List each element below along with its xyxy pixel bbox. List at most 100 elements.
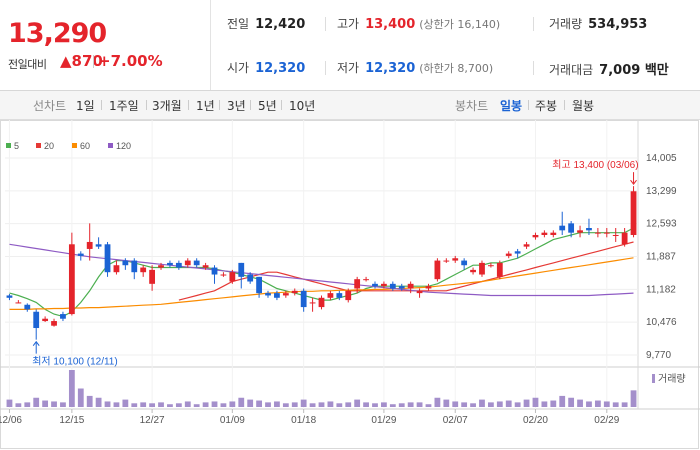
period-5y[interactable]: 5년	[258, 99, 277, 113]
candle-body	[300, 290, 307, 308]
volume-bar	[274, 401, 280, 407]
x-tick-label: 12/27	[140, 415, 165, 426]
volume-bar	[318, 402, 325, 407]
chart-frame	[0, 120, 699, 449]
candle-body	[104, 244, 111, 273]
stat-volume: 거래량 534,953	[549, 15, 647, 32]
volume-bar	[86, 395, 93, 407]
candle-body	[550, 232, 557, 235]
volume-bar	[550, 400, 557, 407]
stock-chart[interactable]: 14,005 13,299 12,593 11,887 11,182 10,476 9,77…	[0, 120, 700, 450]
stat-high: 고가 13,400 (상한가 16,140)	[337, 15, 500, 32]
divider	[281, 100, 282, 110]
volume-bar	[505, 400, 512, 407]
candle-body	[425, 286, 432, 289]
candle-body	[603, 232, 610, 234]
volume-bar	[158, 402, 164, 407]
candle-body	[541, 232, 548, 235]
volume-bar	[398, 403, 405, 407]
stat-label: 고가	[337, 17, 360, 31]
candle-body	[202, 265, 209, 268]
candle-body	[274, 293, 280, 298]
candle-body	[354, 279, 361, 289]
volume-bar	[603, 401, 610, 407]
volume-bar	[568, 397, 575, 407]
candle-body	[149, 269, 156, 284]
y-tick-label: 10,476	[646, 317, 677, 328]
low-annotation: 최저 10,100 (12/11)	[32, 356, 118, 368]
x-tick-label: 01/09	[220, 415, 245, 426]
volume-bar	[33, 397, 40, 407]
period-3m[interactable]: 3개월	[152, 99, 182, 113]
volume-bar	[416, 402, 423, 407]
period-10y[interactable]: 10년	[289, 99, 316, 113]
volume-bar	[300, 399, 307, 407]
candle-body	[630, 191, 637, 235]
divider	[528, 100, 529, 110]
candle-body	[577, 230, 583, 233]
legend-label: 5	[14, 141, 19, 151]
volume-bar	[265, 402, 271, 407]
candle-body	[487, 265, 494, 267]
stat-label: 거래량	[549, 17, 583, 31]
volume-bar	[621, 402, 628, 407]
candle-body	[479, 262, 485, 275]
period-1y[interactable]: 1년	[196, 99, 215, 113]
volume-bar	[612, 402, 619, 407]
candle-body	[247, 274, 254, 282]
volume-bar	[131, 403, 138, 407]
quote-header: 13,290 전일대비 ▲870 +7.00% 전일 12,420 고가 13,40…	[0, 0, 700, 91]
candle-body	[113, 265, 120, 273]
volume-bar	[407, 402, 414, 407]
volume-bar	[309, 403, 316, 407]
stat-value: 7,009 백만	[599, 63, 669, 78]
volume-bar	[104, 401, 111, 407]
candle-body	[6, 295, 13, 298]
ma-line-120	[9, 243, 634, 297]
volume-bar	[6, 399, 13, 407]
volume-bar	[514, 402, 521, 407]
divider	[325, 61, 326, 75]
change-value: ▲870	[60, 52, 103, 70]
candle-body	[33, 311, 40, 329]
volume-bar	[175, 403, 182, 407]
volume-bar	[24, 402, 31, 407]
candle-body	[86, 241, 93, 249]
volume-bar	[434, 397, 441, 407]
x-tick-label: 12/06	[0, 415, 22, 426]
period-1d[interactable]: 1일	[76, 99, 95, 113]
period-3y[interactable]: 3년	[227, 99, 246, 113]
x-tick-label: 01/18	[291, 415, 316, 426]
x-tick-label: 02/07	[443, 415, 468, 426]
candle-weekly[interactable]: 주봉	[535, 99, 558, 113]
volume-bar	[247, 399, 254, 407]
candle-body	[238, 262, 245, 277]
legend-swatch	[6, 143, 11, 148]
volume-label: 거래량	[658, 373, 686, 385]
volume-bar	[211, 401, 218, 407]
candle-body	[309, 302, 316, 304]
ma-line-60	[9, 257, 634, 310]
current-price: 13,290	[8, 18, 107, 49]
volume-bar	[443, 399, 450, 407]
candle-body	[131, 260, 138, 273]
volume-bar	[479, 399, 485, 407]
line-chart-label: 선차트	[33, 99, 67, 113]
period-1w[interactable]: 1주일	[109, 99, 139, 113]
candle-daily[interactable]: 일봉	[500, 99, 523, 113]
volume-bar	[630, 390, 637, 407]
candle-body	[175, 262, 182, 268]
stat-label: 전일	[227, 17, 250, 31]
candle-body	[68, 244, 75, 315]
candle-body	[389, 283, 396, 289]
volume-bar	[345, 402, 352, 407]
candle-body	[336, 293, 343, 298]
candle-body	[318, 297, 325, 308]
candle-body	[167, 262, 173, 266]
stat-low: 저가 12,320 (하한가 8,700)	[337, 59, 493, 76]
divider	[146, 100, 147, 110]
legend-swatch	[108, 143, 113, 148]
candle-monthly[interactable]: 월봉	[572, 99, 595, 113]
x-tick-label: 01/29	[371, 415, 396, 426]
legend-label: 60	[80, 141, 90, 151]
